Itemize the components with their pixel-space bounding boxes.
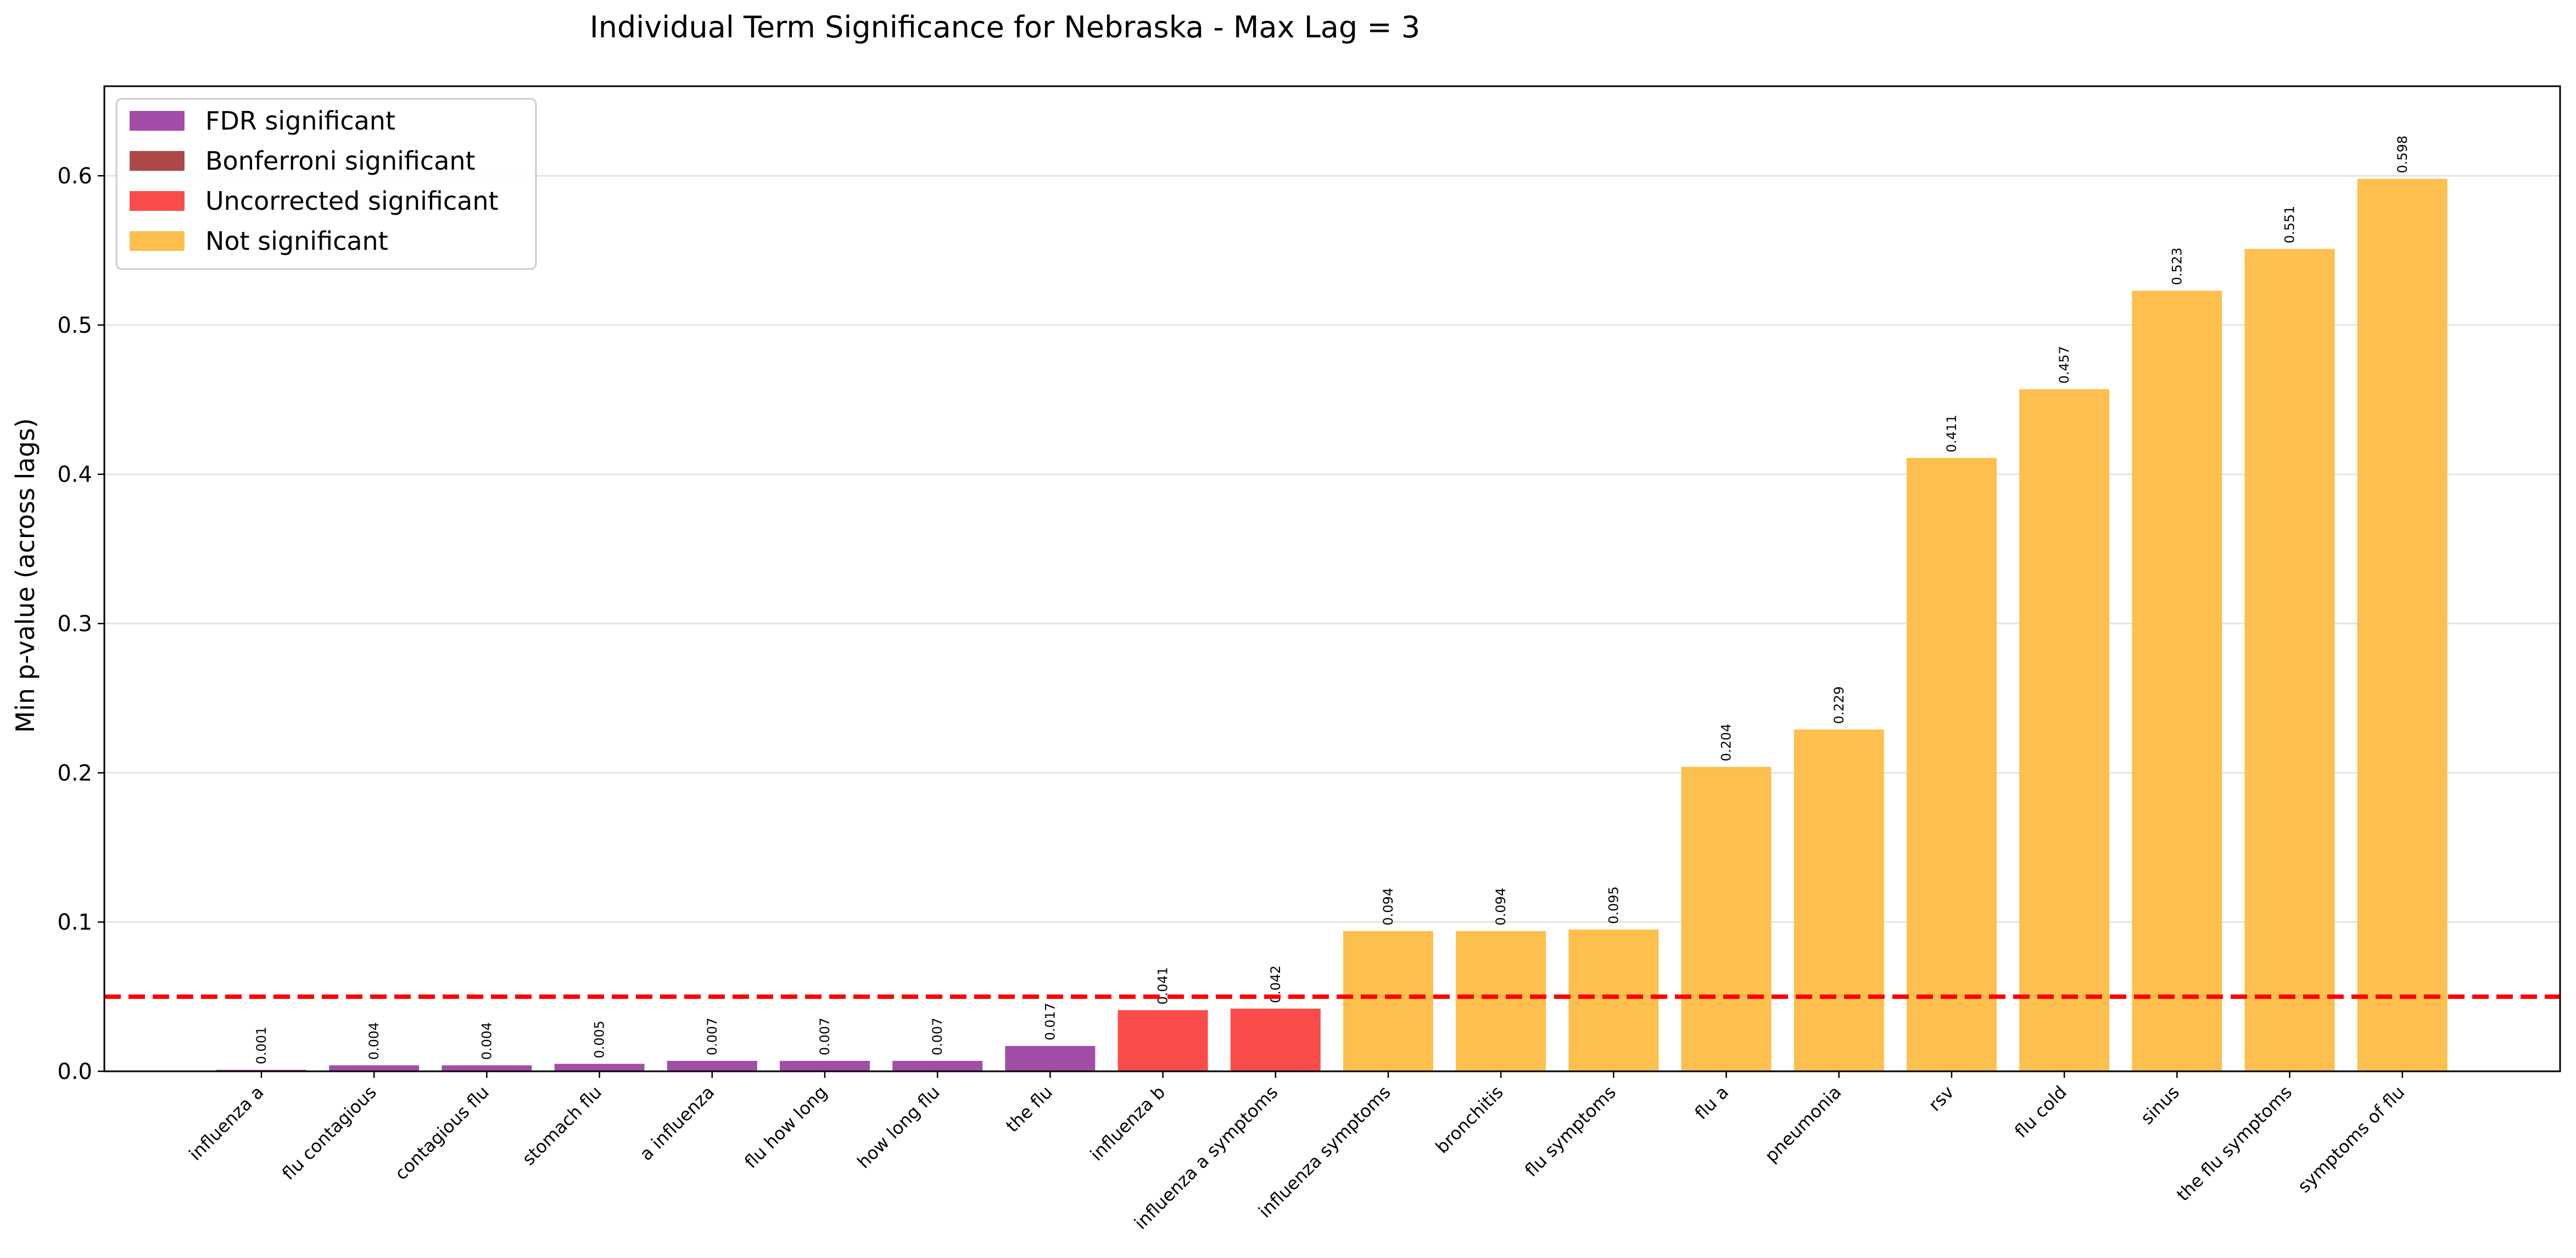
legend-label: Uncorrected significant <box>205 186 499 216</box>
bar <box>1005 1045 1096 1071</box>
bar <box>2132 290 2222 1072</box>
bar <box>442 1065 532 1071</box>
bar <box>1568 929 1659 1071</box>
x-tick-label: a influenza <box>635 1082 718 1165</box>
x-tick-label: pneumonia <box>1761 1082 1845 1166</box>
legend: FDR significant Bonferroni significant Unc… <box>115 98 537 270</box>
y-tick-label: 0.1 <box>57 910 92 935</box>
bar <box>1681 767 1772 1071</box>
chart-title: Individual Term Significance for Nebrask… <box>590 10 1420 44</box>
bar-value-label: 0.457 <box>2057 346 2072 384</box>
bar-value-label: 0.598 <box>2395 136 2410 174</box>
x-tick-label: flu cold <box>2010 1082 2071 1142</box>
y-tick-label: 0.3 <box>57 612 92 637</box>
bar-value-label: 0.094 <box>1381 888 1396 926</box>
x-tick-label: flu a <box>1691 1082 1733 1124</box>
x-tick-label: how long flu <box>853 1082 943 1172</box>
legend-swatch <box>130 191 185 211</box>
bar <box>329 1065 420 1071</box>
y-tick-label: 0.0 <box>57 1059 92 1084</box>
bar <box>1793 729 1884 1071</box>
x-tick-label: the flu symptoms <box>2172 1082 2296 1205</box>
x-tick-label: symptoms of flu <box>2294 1082 2409 1197</box>
bar <box>780 1060 870 1071</box>
bar-value-label: 0.007 <box>930 1017 945 1055</box>
bar-value-label: 0.001 <box>254 1027 269 1065</box>
legend-label: Bonferroni significant <box>205 146 476 176</box>
bar-value-label: 0.411 <box>1944 415 1959 452</box>
bar <box>554 1064 645 1071</box>
bar <box>1343 931 1433 1071</box>
y-tick-label: 0.6 <box>57 164 92 189</box>
x-tick-label: influenza b <box>1086 1082 1170 1165</box>
bar <box>2357 178 2448 1071</box>
y-tick-label: 0.4 <box>57 462 92 488</box>
x-tick-label: contagious flu <box>390 1082 493 1184</box>
bar-value-label: 0.095 <box>1606 886 1621 924</box>
bar-value-label: 0.229 <box>1831 686 1847 724</box>
legend-swatch <box>130 231 185 251</box>
legend-box <box>115 98 537 270</box>
legend-swatch <box>130 151 185 171</box>
bar-value-label: 0.005 <box>592 1021 607 1059</box>
bar-value-label: 0.007 <box>817 1017 832 1055</box>
bar <box>2019 389 2110 1071</box>
bar <box>2244 249 2335 1071</box>
x-tick-label: bronchitis <box>1432 1082 1507 1158</box>
bar-value-label: 0.007 <box>705 1017 720 1055</box>
bar-value-label: 0.004 <box>479 1022 494 1060</box>
bar-value-label: 0.551 <box>2282 206 2298 244</box>
legend-label: Not significant <box>205 226 388 256</box>
bar <box>1907 457 1997 1071</box>
plot-frame <box>103 85 2561 1072</box>
bar-value-label: 0.094 <box>1493 888 1508 926</box>
bars-layer: 0.001 0.004 0.004 0.005 0.007 0.007 0.007 0.017… <box>216 136 2448 1072</box>
x-tick-label: the flu <box>1002 1082 1057 1137</box>
bar <box>1117 1010 1208 1071</box>
x-tick-label: flu how long <box>740 1082 831 1172</box>
legend-swatch <box>130 111 185 131</box>
x-tick-label: flu symptoms <box>1521 1082 1620 1181</box>
bar-value-label: 0.041 <box>1155 967 1171 1005</box>
legend-label: FDR significant <box>205 106 395 136</box>
x-tick-label: influenza a <box>185 1082 268 1165</box>
bar-value-label: 0.204 <box>1719 724 1734 762</box>
bar <box>1230 1008 1321 1071</box>
x-tick-label: rsv <box>1924 1082 1958 1115</box>
bar-value-label: 0.523 <box>2169 248 2184 286</box>
y-tick-label: 0.5 <box>57 313 92 338</box>
bar-value-label: 0.004 <box>366 1022 382 1060</box>
x-tick-label: flu contagious <box>278 1082 381 1184</box>
x-tick-label: stomach flu <box>518 1082 606 1170</box>
bar-value-label: 0.017 <box>1042 1003 1058 1041</box>
bar <box>667 1060 757 1071</box>
y-tick-label: 0.2 <box>57 761 92 786</box>
bar <box>892 1060 983 1071</box>
x-tick-label: sinus <box>2137 1082 2183 1128</box>
bar <box>1456 931 1546 1071</box>
y-axis-label: Min p-value (across lags) <box>10 418 40 733</box>
